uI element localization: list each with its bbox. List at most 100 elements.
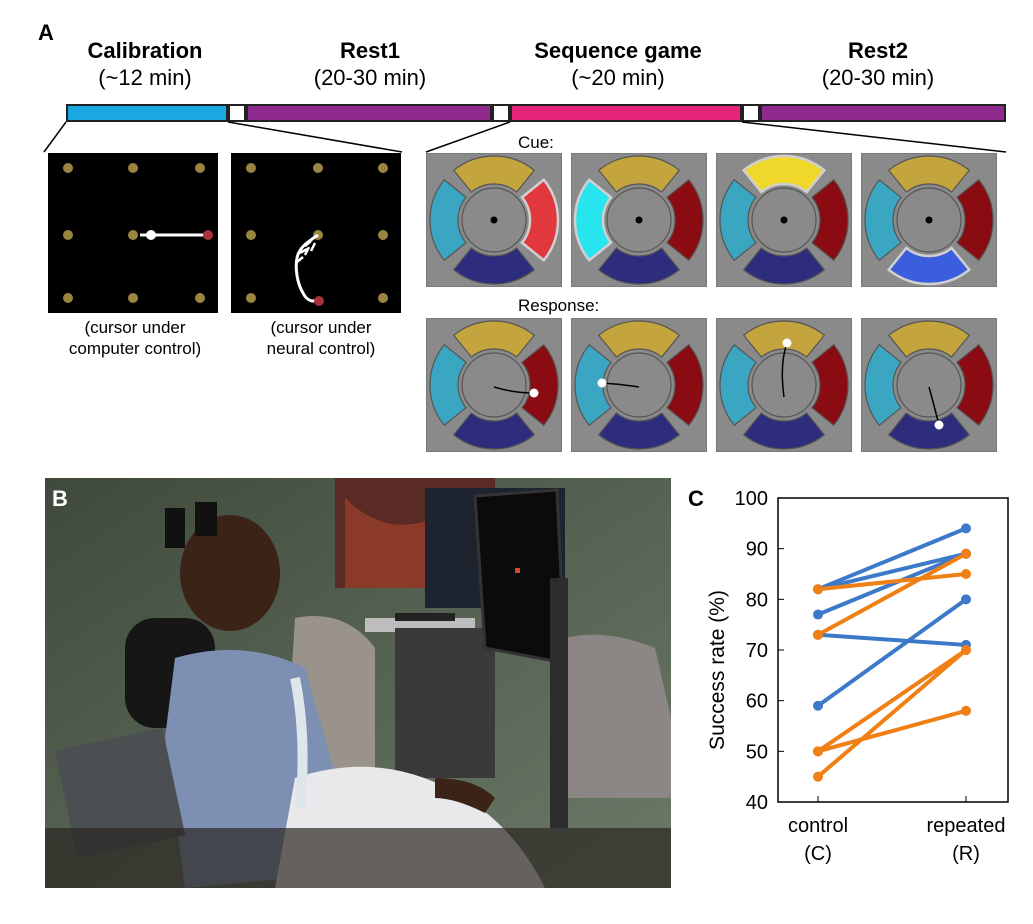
series-orange-3 — [813, 645, 971, 757]
cyan-target-segment — [719, 343, 757, 427]
caption-neural-control: (cursor under neural control) — [266, 318, 376, 358]
zoom-connectors — [43, 121, 1007, 153]
data-point — [813, 609, 823, 620]
yellow-target-segment — [741, 154, 827, 194]
x-axis-ticks: control (C) repeated (R) — [788, 796, 1006, 865]
cursor — [597, 378, 607, 388]
series-orange-5 — [813, 705, 971, 757]
fixation-dot — [635, 216, 643, 224]
cursor — [529, 388, 539, 398]
photo-illustration — [45, 478, 671, 888]
blue-target-segment — [887, 412, 971, 450]
red-target-segment — [520, 177, 560, 263]
equipment-box — [54, 727, 186, 859]
cyan-target-segment — [719, 178, 757, 262]
timeline-gap — [228, 104, 246, 122]
response-tile — [426, 318, 562, 452]
timeline-rest1-segment — [246, 104, 492, 122]
cyan-target-segment — [864, 343, 902, 427]
cyan-target-segment — [574, 343, 612, 427]
ventilator-tube — [290, 677, 308, 809]
cursor — [146, 230, 156, 240]
target-dot — [378, 230, 388, 240]
panel-a-letter: A — [38, 20, 54, 45]
series-line — [817, 551, 967, 592]
yellow-target-segment — [887, 320, 971, 358]
cursor-trajectory — [294, 233, 320, 303]
monitor-stand — [550, 578, 568, 828]
cyan-target-segment — [429, 178, 467, 262]
series-line — [816, 597, 968, 708]
response-label: Response: — [518, 296, 600, 315]
yellow-target-segment — [887, 155, 971, 193]
participant-hand — [435, 778, 495, 813]
blue-target-segment — [452, 247, 536, 285]
y-axis-label: Success rate (%) — [706, 590, 729, 750]
response-tile — [861, 318, 997, 452]
series-blue-5 — [813, 594, 971, 711]
data-point — [961, 548, 971, 559]
series-lines — [813, 523, 971, 782]
data-point — [961, 523, 971, 534]
target-dot — [378, 293, 388, 303]
y-tick-label: 90 — [746, 539, 768, 561]
phase-name: Rest2 — [848, 38, 908, 63]
y-tick-label: 100 — [735, 488, 768, 510]
yellow-target-segment — [597, 155, 681, 193]
calibration-panel-computer — [48, 153, 218, 313]
target-dot — [246, 230, 256, 240]
cursor — [934, 420, 944, 430]
series-line — [817, 551, 967, 637]
response-tile — [571, 318, 707, 452]
response-tile — [716, 318, 852, 452]
phase-sequence-game: Sequence game (~20 min) — [518, 38, 718, 92]
floor — [45, 828, 671, 888]
timeline-gap — [742, 104, 760, 122]
zoom-line — [43, 121, 67, 153]
red-target-segment — [666, 343, 704, 427]
panel-c-letter: C — [688, 486, 704, 511]
red-target-segment — [666, 178, 704, 262]
y-tick-label: 60 — [746, 691, 768, 713]
series-line — [817, 526, 967, 592]
phase-duration: (~20 min) — [571, 65, 665, 90]
cursor-task-neural — [246, 163, 388, 306]
participant-photo — [45, 478, 671, 888]
cue-tile — [861, 153, 997, 287]
y-tick-label: 70 — [746, 640, 768, 662]
blue-target-segment — [452, 412, 536, 450]
target-dot — [128, 293, 138, 303]
data-point — [813, 700, 823, 711]
target-dot — [63, 293, 73, 303]
timeline-gap — [492, 104, 510, 122]
series-line — [816, 648, 968, 779]
cue-row — [426, 153, 1006, 287]
phase-duration: (20-30 min) — [821, 65, 935, 90]
cursor-task-computer — [63, 163, 213, 303]
blue-target-segment — [742, 412, 826, 450]
red-target-segment — [956, 343, 994, 427]
y-axis-ticks: 40 50 60 70 80 90 100 — [735, 488, 784, 814]
couch — [565, 634, 671, 798]
cue-tile — [716, 153, 852, 287]
series-line — [817, 632, 967, 647]
phase-name: Calibration — [87, 38, 203, 63]
phase-rest2: Rest2 (20-30 min) — [778, 38, 978, 92]
pedestal-connector — [165, 508, 185, 548]
series-orange-1 — [813, 569, 971, 595]
zoom-line — [227, 121, 403, 153]
cyan-target-segment — [429, 343, 467, 427]
target-dot — [195, 163, 205, 173]
red-target-segment — [956, 178, 994, 262]
cursor — [782, 338, 792, 348]
data-point — [813, 584, 823, 595]
fixation-dot — [925, 216, 933, 224]
fixation-dot — [490, 216, 498, 224]
success-rate-chart: Success rate (%) 40 50 60 70 80 90 100 control… — [706, 488, 1009, 865]
cue-label: Cue: — [518, 133, 554, 152]
y-tick-label: 50 — [746, 741, 768, 763]
center-dot — [128, 230, 138, 240]
zoom-line — [741, 121, 1007, 153]
data-point — [813, 629, 823, 640]
x-tick-label: repeated (R) — [927, 815, 1006, 865]
